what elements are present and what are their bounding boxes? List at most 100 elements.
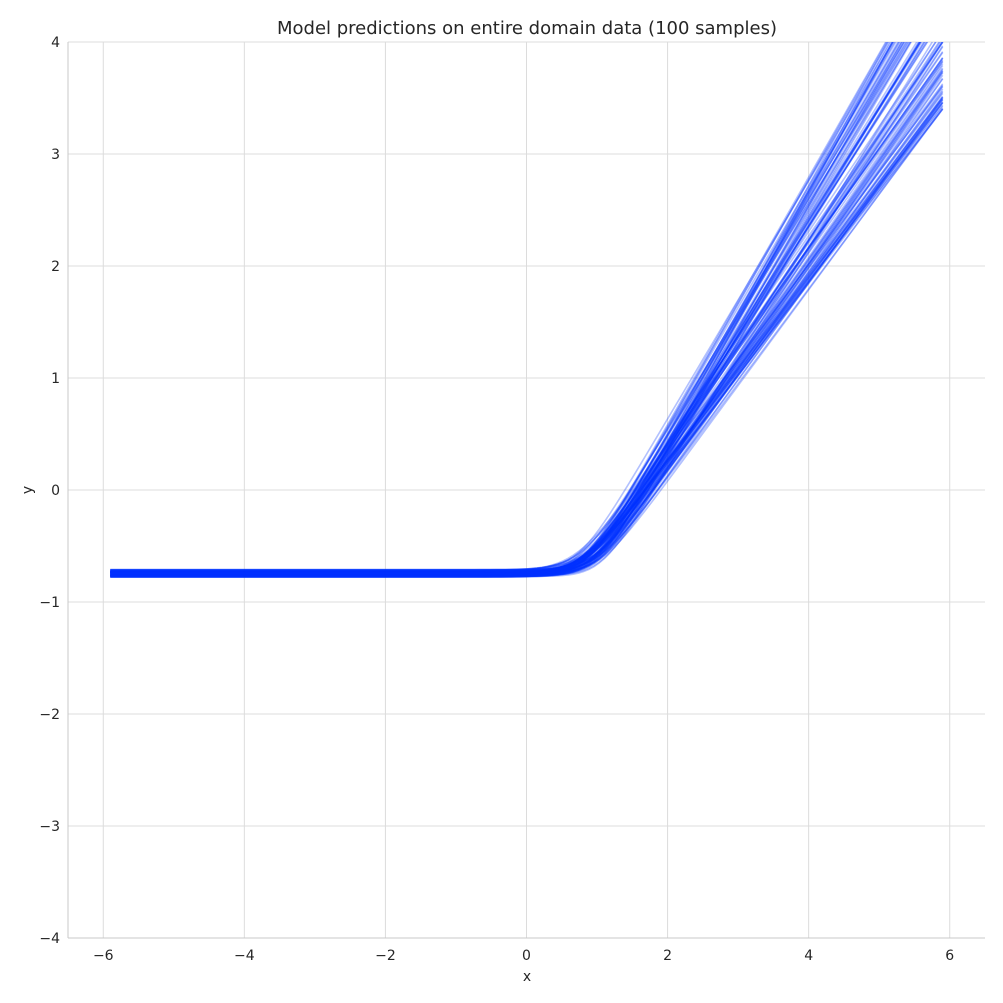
sample-prediction-line	[110, 42, 908, 578]
y-tick-label: 4	[51, 35, 60, 51]
x-tick-label: 0	[522, 948, 531, 964]
sample-prediction-line	[110, 42, 903, 572]
sample-prediction-line	[110, 70, 944, 575]
sample-prediction-line	[110, 88, 944, 572]
sample-prediction-line	[110, 42, 888, 573]
series-layer	[110, 42, 944, 579]
sample-prediction-line	[110, 70, 944, 575]
sample-prediction-line	[110, 42, 912, 577]
sample-prediction-line	[110, 42, 923, 572]
sample-prediction-line	[110, 57, 944, 573]
sample-prediction-line	[110, 42, 901, 576]
chart-title: Model predictions on entire domain data …	[277, 18, 777, 39]
sample-prediction-line	[110, 42, 944, 573]
grid-layer	[68, 41, 985, 939]
sample-prediction-line	[110, 51, 944, 575]
sample-prediction-line	[110, 104, 944, 576]
sample-prediction-line	[110, 90, 944, 576]
sample-prediction-line	[110, 42, 894, 577]
sample-prediction-line	[110, 42, 943, 577]
x-tick-label: 4	[804, 948, 813, 964]
x-tick-label: −2	[375, 948, 396, 964]
sample-prediction-line	[110, 101, 944, 573]
sample-prediction-line	[110, 42, 894, 576]
sample-prediction-line	[110, 67, 944, 573]
sample-prediction-line	[110, 108, 944, 577]
sample-prediction-line	[110, 42, 906, 573]
x-tick-label: 6	[945, 948, 954, 964]
sample-prediction-line	[110, 97, 944, 575]
sample-prediction-line	[110, 98, 944, 575]
sample-prediction-line	[110, 52, 944, 574]
y-tick-label: −4	[39, 931, 60, 947]
sample-prediction-line	[110, 42, 927, 572]
y-tick-label: 1	[51, 371, 60, 387]
sample-prediction-line	[110, 42, 922, 571]
sample-prediction-line	[110, 99, 944, 574]
sample-prediction-line	[110, 86, 944, 573]
sample-prediction-line	[110, 105, 944, 575]
sample-prediction-line	[110, 101, 944, 574]
sample-prediction-line	[110, 42, 909, 576]
sample-prediction-line	[110, 74, 944, 575]
sample-prediction-line	[110, 101, 944, 574]
sample-prediction-line	[110, 42, 892, 572]
sample-prediction-line	[110, 42, 920, 578]
sample-prediction-line	[110, 108, 944, 572]
sample-prediction-line	[110, 42, 912, 573]
sample-prediction-line	[110, 42, 896, 573]
sample-prediction-line	[110, 60, 944, 579]
sample-prediction-line	[110, 108, 944, 574]
y-tick-label: −3	[39, 819, 60, 835]
sample-prediction-line	[110, 42, 894, 574]
sample-prediction-line	[110, 42, 918, 575]
sample-prediction-line	[110, 102, 944, 574]
sample-prediction-line	[110, 42, 925, 572]
sample-prediction-line	[110, 42, 903, 578]
sample-prediction-line	[110, 42, 894, 578]
sample-prediction-line	[110, 42, 922, 573]
sample-prediction-line	[110, 63, 944, 578]
sample-prediction-line	[110, 42, 897, 578]
sample-prediction-line	[110, 42, 928, 575]
sample-prediction-line	[110, 46, 944, 573]
sample-prediction-line	[110, 42, 908, 577]
x-axis-label: x	[523, 969, 531, 985]
y-tick-label: 0	[51, 483, 60, 499]
sample-prediction-line	[110, 91, 944, 575]
sample-prediction-line	[110, 68, 944, 576]
sample-prediction-line	[110, 84, 944, 571]
sample-prediction-line	[110, 57, 944, 574]
sample-prediction-line	[110, 42, 944, 577]
sample-prediction-line	[110, 42, 887, 574]
sample-prediction-line	[110, 42, 899, 575]
sample-prediction-line	[110, 83, 944, 572]
sample-prediction-line	[110, 42, 913, 574]
x-tick-label: 2	[663, 948, 672, 964]
sample-prediction-line	[110, 97, 944, 578]
sample-prediction-line	[110, 42, 920, 575]
sample-prediction-line	[110, 107, 944, 575]
sample-prediction-line	[110, 42, 929, 572]
sample-prediction-line	[110, 42, 937, 576]
sample-prediction-line	[110, 42, 934, 578]
ticks-layer: −6 −4 −2 0 2 4 6 −4 −3 −2 −1 0 1 2 3 4	[39, 35, 954, 964]
sample-prediction-line	[110, 42, 900, 573]
sample-prediction-line	[110, 96, 944, 571]
y-tick-label: 3	[51, 147, 60, 163]
sample-prediction-line	[110, 99, 944, 578]
sample-prediction-line	[110, 61, 944, 571]
sample-prediction-line	[110, 42, 926, 577]
sample-prediction-line	[110, 42, 889, 573]
y-axis-label: y	[20, 486, 36, 494]
sample-prediction-line	[110, 42, 910, 577]
sample-prediction-line	[110, 42, 890, 577]
sample-prediction-line	[110, 42, 922, 574]
sample-prediction-line	[110, 42, 941, 575]
sample-prediction-line	[110, 42, 902, 577]
sample-prediction-line	[110, 42, 922, 577]
sample-prediction-line	[110, 42, 906, 571]
axes-layer	[67, 42, 985, 939]
y-tick-label: −2	[39, 707, 60, 723]
